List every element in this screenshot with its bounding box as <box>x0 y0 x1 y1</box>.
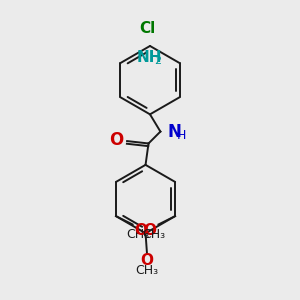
Text: CH₃: CH₃ <box>142 228 165 241</box>
Text: Cl: Cl <box>139 21 155 36</box>
Text: O: O <box>140 253 154 268</box>
Text: O: O <box>143 223 156 238</box>
Text: O: O <box>109 131 123 149</box>
Text: CH₃: CH₃ <box>126 228 149 241</box>
Text: H: H <box>177 129 186 142</box>
Text: O: O <box>135 223 148 238</box>
Text: N: N <box>168 123 182 141</box>
Text: NH: NH <box>137 50 162 64</box>
Text: CH₃: CH₃ <box>136 265 159 278</box>
Text: 2: 2 <box>154 56 162 66</box>
